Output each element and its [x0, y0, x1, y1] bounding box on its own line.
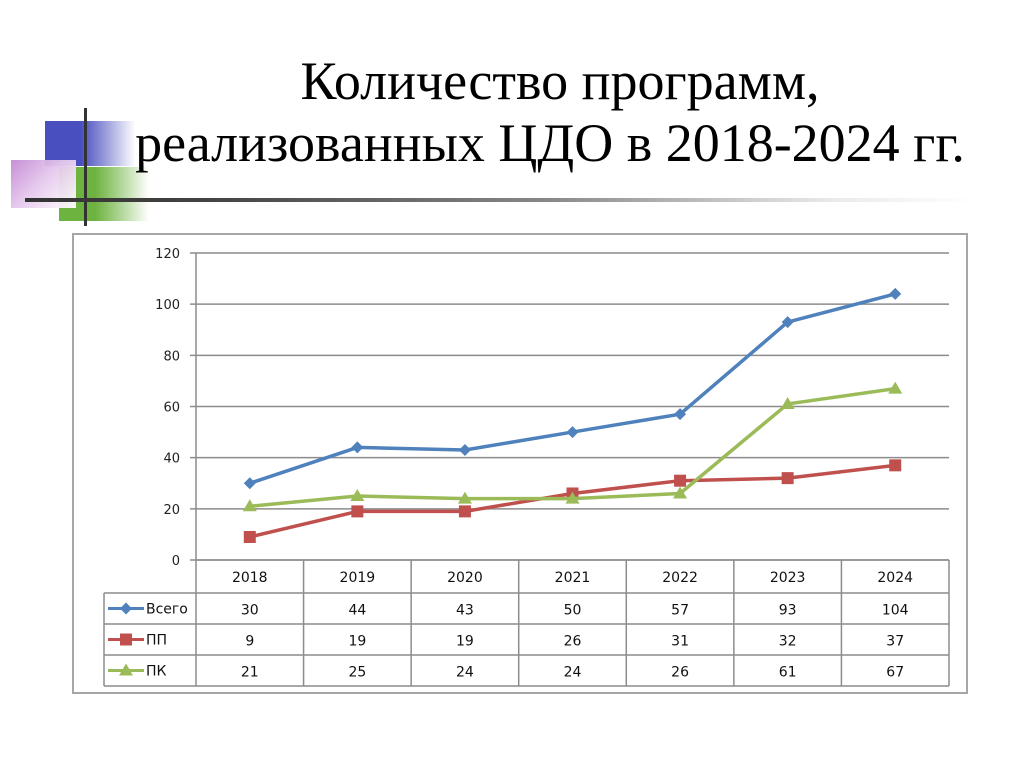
diamond-marker-icon — [351, 441, 364, 454]
table-cell: 24 — [456, 665, 474, 681]
square-marker-icon — [120, 633, 132, 646]
legend-item: ПК — [108, 663, 167, 680]
table-cell: 31 — [671, 634, 689, 650]
series-line — [249, 292, 896, 485]
square-marker-icon — [781, 472, 794, 485]
y-tick-label: 40 — [163, 452, 180, 467]
square-marker-icon — [351, 505, 364, 518]
triangle-marker-icon — [888, 381, 903, 394]
table-cell: 67 — [886, 665, 904, 681]
y-tick-label: 60 — [163, 401, 180, 416]
square-marker-icon — [458, 505, 471, 518]
triangle-marker-icon — [565, 491, 580, 504]
decor-blue-square — [45, 121, 135, 166]
legend-item: Всего — [108, 602, 188, 618]
table-cell: 26 — [564, 634, 582, 650]
slide-title-line-2: реализованных ЦДО в 2018-2024 гг. — [135, 113, 965, 173]
table-cell: 61 — [779, 665, 797, 681]
diamond-marker-icon — [243, 477, 256, 490]
legend-label: Всего — [146, 602, 188, 618]
legend-label: ПК — [146, 664, 167, 680]
chart-frame — [72, 233, 968, 694]
square-marker-icon — [243, 530, 256, 543]
table-cell: 19 — [348, 634, 366, 650]
category-label: 2022 — [662, 570, 698, 586]
category-label: 2021 — [555, 570, 591, 586]
table-cell: 32 — [779, 634, 797, 650]
table-cell: 93 — [779, 603, 797, 619]
y-tick-label: 20 — [163, 503, 180, 518]
table-cell: 57 — [671, 603, 689, 619]
triangle-marker-icon — [242, 499, 257, 512]
table-cell: 19 — [456, 634, 474, 650]
y-tick-label: 120 — [155, 247, 180, 262]
category-label: 2024 — [877, 570, 913, 586]
table-cell: 43 — [456, 603, 474, 619]
table-cell: 30 — [241, 603, 259, 619]
triangle-marker-icon — [780, 396, 795, 409]
series-vsego — [243, 287, 902, 490]
series-pk — [242, 381, 903, 512]
table-cell: 50 — [564, 603, 582, 619]
decor-horizontal-rule — [25, 198, 975, 202]
square-marker-icon — [674, 474, 687, 487]
table-cell: 26 — [671, 665, 689, 681]
diamond-marker-icon — [120, 602, 132, 615]
table-cell: 37 — [886, 634, 904, 650]
triangle-marker-icon — [350, 489, 365, 502]
legend-label: ПП — [146, 633, 167, 649]
triangle-marker-icon — [673, 486, 688, 499]
table-cell: 24 — [564, 665, 582, 681]
decor-vertical-line — [84, 108, 87, 226]
diamond-marker-icon — [566, 426, 579, 439]
square-marker-icon — [889, 459, 902, 472]
y-tick-label: 100 — [155, 298, 180, 313]
y-tick-label: 0 — [172, 554, 180, 569]
table-cell: 9 — [245, 634, 254, 650]
diamond-marker-icon — [458, 443, 471, 456]
triangle-marker-icon — [119, 663, 133, 676]
slide-title: Количество программ, реализованных ЦДО в… — [100, 50, 1000, 174]
category-label: 2020 — [447, 570, 483, 586]
slide-title-line-1: Количество программ, — [300, 51, 820, 111]
legend-item: ПП — [108, 633, 167, 649]
y-tick-label: 80 — [163, 349, 180, 364]
category-label: 2019 — [340, 570, 376, 586]
diamond-marker-icon — [889, 287, 902, 300]
diamond-marker-icon — [674, 408, 687, 421]
table-cell: 44 — [348, 603, 366, 619]
diamond-marker-icon — [781, 316, 794, 329]
table-cell: 21 — [241, 665, 259, 681]
table-cell: 25 — [348, 665, 366, 681]
category-label: 2018 — [232, 570, 268, 586]
table-cell: 104 — [882, 603, 909, 619]
category-label: 2023 — [770, 570, 806, 586]
triangle-marker-icon — [457, 491, 472, 504]
